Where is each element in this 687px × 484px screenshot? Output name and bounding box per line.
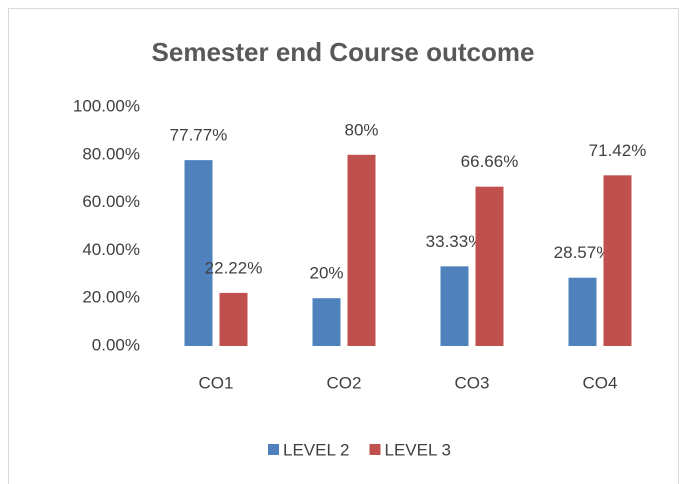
legend-swatch [268,444,279,455]
bar [568,277,597,346]
bar [312,298,341,346]
y-tick-label: 0.00% [92,335,140,354]
value-label: 77.77% [170,126,228,145]
bar [440,266,469,346]
legend-swatch [369,444,381,455]
x-tick-label: CO4 [583,373,618,392]
value-label: 22.22% [205,258,263,277]
y-tick-label: 100.00% [73,96,140,115]
value-label: 28.57% [554,243,612,262]
legend-label: LEVEL 3 [384,440,450,459]
bar [603,175,632,346]
y-tick-label: 60.00% [82,192,140,211]
legend-label: LEVEL 2 [283,440,349,459]
bar [475,186,504,346]
y-tick-label: 40.00% [82,240,140,259]
x-tick-label: CO3 [455,373,490,392]
chart-title: Semester end Course outcome [152,37,535,67]
y-tick-label: 20.00% [82,288,140,307]
y-tick-label: 80.00% [82,144,140,163]
value-label: 20% [309,264,343,283]
x-tick-label: CO1 [199,373,234,392]
value-label: 66.66% [461,152,519,171]
chart-border [8,8,679,484]
value-label: 80% [344,120,378,139]
bar [347,154,376,346]
value-label: 71.42% [589,141,647,160]
bar [184,160,213,346]
bar [219,292,248,346]
x-tick-label: CO2 [327,373,362,392]
value-label: 33.33% [426,232,484,251]
